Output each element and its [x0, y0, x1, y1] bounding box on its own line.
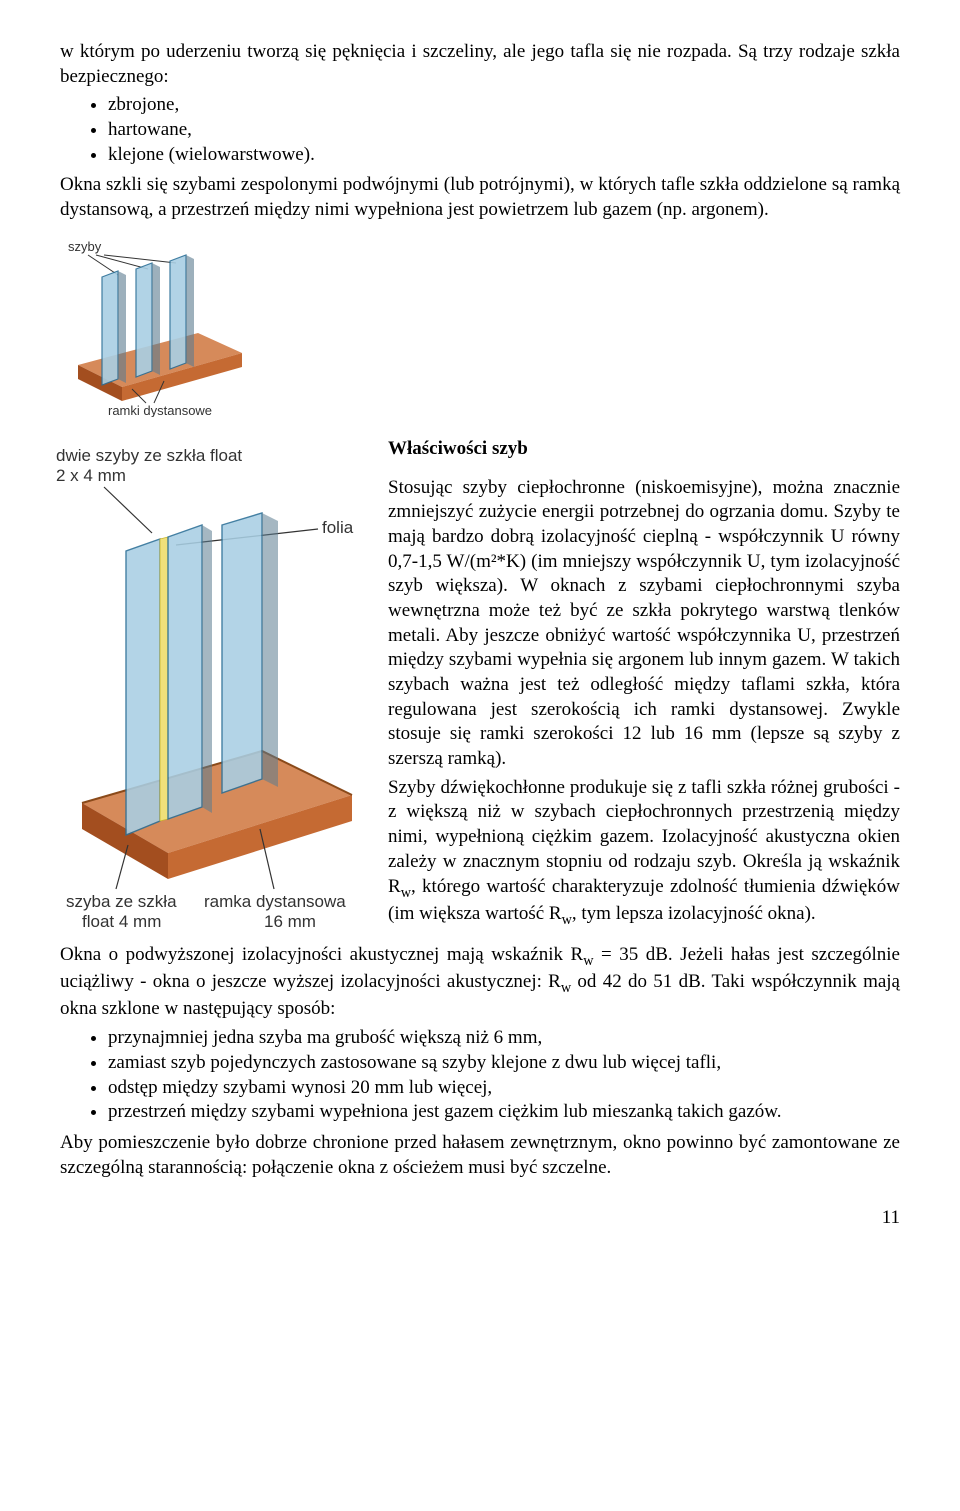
figure-laminated-pane: dwie szyby ze szkła float 2 x 4 mm folia — [52, 443, 370, 943]
subscript-w: w — [583, 953, 593, 969]
closing-paragraph: Aby pomieszczenie było dobrze chronione … — [60, 1131, 900, 1180]
figure1-label-bottom: ramki dystansowe — [108, 403, 212, 417]
glass-pane-1 — [102, 271, 126, 385]
acoustic-methods-list: przynajmniej jedna szyba ma grubość więk… — [60, 1026, 900, 1125]
glass-pane-back — [222, 513, 278, 793]
list-item: przynajmniej jedna szyba ma grubość więk… — [108, 1026, 900, 1051]
list-item: klejone (wielowarstwowe). — [108, 143, 900, 168]
document-page: w którym po uderzeniu tworzą się pęknięc… — [0, 0, 960, 1271]
intro-paragraph-1: w którym po uderzeniu tworzą się pęknięc… — [60, 40, 900, 89]
figure2-label-top-line2: 2 x 4 mm — [56, 466, 126, 485]
figure2-label-bl-line1: szyba ze szkła — [66, 892, 177, 911]
figure2-label-br-line2: 16 mm — [264, 912, 316, 931]
figure-triple-pane: szyby ramki dystan — [60, 237, 258, 417]
figure2-label-folia: folia — [322, 518, 354, 537]
figure2-label-top-line1: dwie szyby ze szkła float — [56, 446, 242, 465]
list-item: odstęp między szybami wynosi 20 mm lub w… — [108, 1076, 900, 1101]
list-item: przestrzeń między szybami wypełniona jes… — [108, 1100, 900, 1125]
figure1-label-top: szyby — [68, 239, 102, 254]
subscript-w: w — [401, 884, 411, 900]
glass-types-list: zbrojone, hartowane, klejone (wielowarst… — [60, 93, 900, 167]
list-item: zbrojone, — [108, 93, 900, 118]
text-span: , tym lepsza izolacyjność okna). — [572, 903, 816, 924]
text-span: Okna o podwyższonej izolacyjności akusty… — [60, 944, 583, 965]
subscript-w: w — [561, 980, 571, 996]
glass-pane-front-1 — [126, 539, 160, 835]
body-paragraph-3: Okna o podwyższonej izolacyjności akusty… — [60, 943, 900, 1022]
list-item: zamiast szyb pojedynczych zastosowane są… — [108, 1051, 900, 1076]
list-item: hartowane, — [108, 118, 900, 143]
page-number: 11 — [60, 1206, 900, 1231]
glass-pane-2 — [136, 263, 160, 377]
folia-layer — [160, 537, 168, 821]
glass-pane-3 — [170, 255, 194, 369]
glass-pane-front-2 — [168, 525, 212, 819]
intro-paragraph-2: Okna szkli się szybami zespolonymi podwó… — [60, 173, 900, 222]
figure2-label-br-line1: ramka dystansowa — [204, 892, 346, 911]
subscript-w: w — [562, 912, 572, 928]
figure2-label-bl-line2: float 4 mm — [82, 912, 161, 931]
